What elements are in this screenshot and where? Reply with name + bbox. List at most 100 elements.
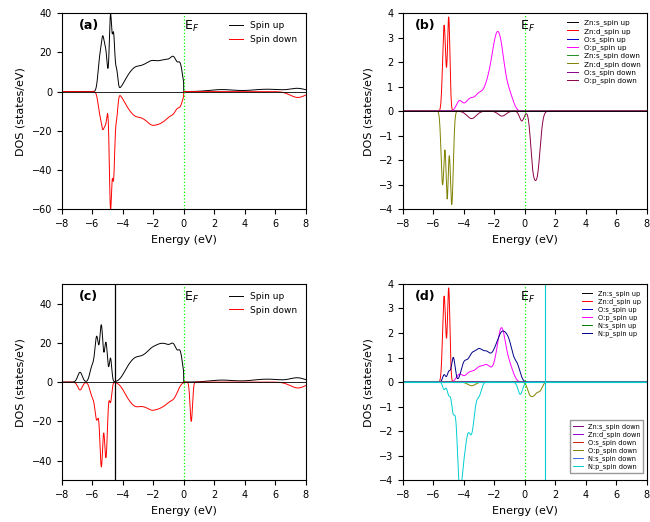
Spin up <box>162 341 170 347</box>
O:p_spin down <box>612 108 619 114</box>
Zn:s_spin down <box>638 108 646 114</box>
Legend: Spin up, Spin down: Spin up, Spin down <box>226 18 301 48</box>
Spin up <box>98 322 105 328</box>
Spin up <box>270 376 278 383</box>
O:s_spin down <box>493 108 500 114</box>
N:p_spin up <box>427 379 435 385</box>
Zn:s_spin up <box>427 108 435 114</box>
Zn:d_spin down <box>638 108 646 114</box>
N:s_spin down <box>643 379 650 385</box>
Zn:s_spin up <box>399 379 407 385</box>
Zn:d_spin down <box>503 379 511 385</box>
O:s_spin up <box>638 379 646 385</box>
O:p_spin down <box>503 379 511 385</box>
Zn:d_spin down <box>612 108 619 114</box>
Line: Spin down: Spin down <box>62 91 306 210</box>
Spin up <box>162 56 170 63</box>
Zn:d_spin down <box>427 379 435 385</box>
O:s_spin down <box>493 379 500 385</box>
O:p_spin up <box>643 379 650 385</box>
Spin down <box>202 379 210 385</box>
Spin down <box>100 125 108 131</box>
Zn:s_spin down <box>399 108 407 114</box>
Zn:s_spin down <box>441 108 449 114</box>
N:p_spin down <box>441 386 449 392</box>
N:p_spin down <box>456 490 464 496</box>
Zn:s_spin down <box>493 379 500 385</box>
Spin up <box>270 86 278 92</box>
O:s_spin down <box>643 379 650 385</box>
Zn:d_spin down <box>399 379 407 385</box>
O:p_spin up <box>503 77 511 84</box>
N:p_spin down <box>493 379 500 385</box>
Zn:d_spin up <box>445 284 452 291</box>
O:s_spin up <box>441 108 449 114</box>
Zn:d_spin down <box>441 149 449 156</box>
Zn:d_spin up <box>399 108 407 114</box>
Spin down <box>107 207 114 213</box>
Line: N:p_spin up: N:p_spin up <box>403 331 647 382</box>
O:p_spin down <box>493 379 500 385</box>
Text: E$_F$: E$_F$ <box>520 290 535 305</box>
O:p_spin up <box>493 347 500 353</box>
Line: N:p_spin down: N:p_spin down <box>403 382 647 493</box>
O:p_spin down <box>427 108 435 114</box>
O:s_spin down <box>441 379 449 385</box>
Spin up <box>86 371 94 377</box>
O:p_spin up <box>612 379 619 385</box>
N:s_spin up <box>612 379 619 385</box>
Spin down <box>297 384 305 390</box>
Spin down <box>162 401 170 408</box>
O:s_spin down <box>427 108 435 114</box>
N:p_spin down <box>399 379 407 385</box>
X-axis label: Energy (eV): Energy (eV) <box>151 505 216 516</box>
O:p_spin down <box>399 379 407 385</box>
Text: E$_F$: E$_F$ <box>520 19 535 34</box>
O:p_spin down <box>503 110 511 116</box>
O:p_spin up <box>503 348 511 354</box>
O:p_spin up <box>521 108 529 114</box>
N:s_spin up <box>638 379 646 385</box>
Zn:s_spin down <box>427 379 435 385</box>
O:p_spin down <box>532 177 539 184</box>
O:p_spin up <box>399 379 407 385</box>
Text: E$_F$: E$_F$ <box>183 290 199 305</box>
O:s_spin up <box>493 108 500 114</box>
O:s_spin down <box>638 379 646 385</box>
O:s_spin up <box>427 379 435 385</box>
N:p_spin down <box>638 379 646 385</box>
N:s_spin down <box>427 379 435 385</box>
Zn:d_spin up <box>612 379 619 385</box>
Spin down <box>162 116 170 123</box>
O:p_spin down <box>493 110 500 116</box>
Spin down <box>98 464 105 470</box>
Legend: Zn:s_spin down, Zn:d_spin down, O:s_spin down, O:p_spin down, N:s_spin down, N:p: Zn:s_spin down, Zn:d_spin down, O:s_spin… <box>570 421 644 473</box>
Zn:s_spin up <box>503 379 511 385</box>
Zn:s_spin down <box>493 108 500 114</box>
O:s_spin down <box>441 108 449 114</box>
Zn:d_spin up <box>493 379 500 385</box>
Spin down <box>270 379 278 385</box>
Zn:s_spin down <box>612 379 619 385</box>
Y-axis label: DOS (states/eV): DOS (states/eV) <box>363 67 373 156</box>
Line: Spin down: Spin down <box>62 382 306 467</box>
O:p_spin down <box>528 394 536 400</box>
Zn:d_spin down <box>441 379 449 385</box>
Spin up <box>58 379 66 385</box>
Spin up <box>297 86 305 92</box>
N:p_spin down <box>427 379 435 385</box>
N:s_spin up <box>503 379 511 385</box>
Zn:s_spin down <box>399 379 407 385</box>
N:p_spin up <box>503 331 511 338</box>
Zn:d_spin up <box>638 379 646 385</box>
Spin up <box>86 88 94 94</box>
O:p_spin down <box>638 108 646 114</box>
Spin up <box>107 11 114 17</box>
N:s_spin up <box>643 379 650 385</box>
N:s_spin up <box>427 379 435 385</box>
Spin down <box>270 89 278 95</box>
O:s_spin down <box>503 108 511 114</box>
Zn:s_spin down <box>503 379 511 385</box>
O:p_spin up <box>399 108 407 114</box>
N:p_spin up <box>441 373 449 379</box>
